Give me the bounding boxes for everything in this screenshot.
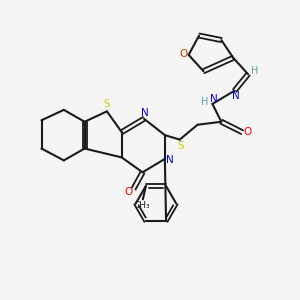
Text: S: S bbox=[177, 141, 184, 151]
Text: CH₃: CH₃ bbox=[133, 201, 150, 210]
Text: N: N bbox=[232, 91, 239, 101]
Text: N: N bbox=[210, 94, 218, 103]
Text: N: N bbox=[166, 154, 174, 164]
Text: H: H bbox=[251, 66, 258, 76]
Text: O: O bbox=[124, 187, 132, 196]
Text: O: O bbox=[243, 127, 252, 136]
Text: N: N bbox=[141, 108, 148, 118]
Text: S: S bbox=[103, 99, 110, 109]
Text: O: O bbox=[179, 49, 188, 59]
Text: H: H bbox=[201, 97, 209, 107]
